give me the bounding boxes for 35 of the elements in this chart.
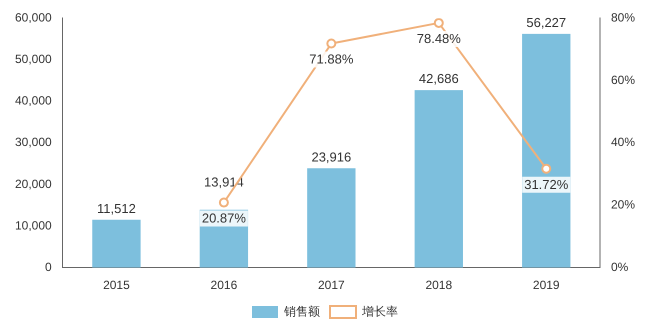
y-tick-label: 60,000 — [15, 10, 52, 25]
point — [218, 198, 229, 208]
y2-tick-label: 60% — [610, 72, 636, 87]
legend-label: 销售额 — [283, 304, 320, 318]
data-label: 20.87% — [202, 210, 246, 226]
x-tick-label: 2018 — [425, 278, 452, 292]
bar — [414, 90, 463, 268]
data-label: 71.88% — [309, 52, 354, 67]
y-tick-label: 50,000 — [15, 52, 52, 66]
x-tick-label: 2015 — [103, 278, 130, 292]
y-tick-label: 40,000 — [15, 94, 52, 108]
y2-tick-label: 40% — [610, 135, 636, 150]
y-tick-label: 10,000 — [15, 218, 52, 232]
y2-tick-label: 80% — [610, 10, 636, 25]
y2-tick-label: 20% — [610, 198, 636, 212]
point — [541, 164, 552, 174]
x-tick-label: 2017 — [318, 278, 346, 292]
legend-label: 增长率 — [361, 304, 398, 318]
point — [434, 18, 444, 28]
y-tick-label: 20,000 — [15, 176, 52, 191]
data-label: 56,227 — [526, 14, 566, 30]
y2-tick-label: 0% — [610, 260, 629, 274]
data-label: 23,916 — [311, 149, 352, 164]
data-label: 31.72% — [524, 176, 569, 192]
data-label: 42,686 — [418, 71, 459, 86]
bar — [307, 168, 356, 268]
x-tick-label: 2016 — [210, 278, 238, 292]
bar — [92, 220, 141, 268]
data-label: 11,512 — [97, 200, 136, 216]
data-label: 78.48% — [416, 31, 462, 46]
y-tick-label: 0 — [45, 260, 52, 274]
point — [326, 38, 336, 49]
bar — [522, 34, 570, 268]
x-tick-label: 2019 — [532, 278, 560, 292]
y-tick-label: 30,000 — [15, 135, 52, 150]
